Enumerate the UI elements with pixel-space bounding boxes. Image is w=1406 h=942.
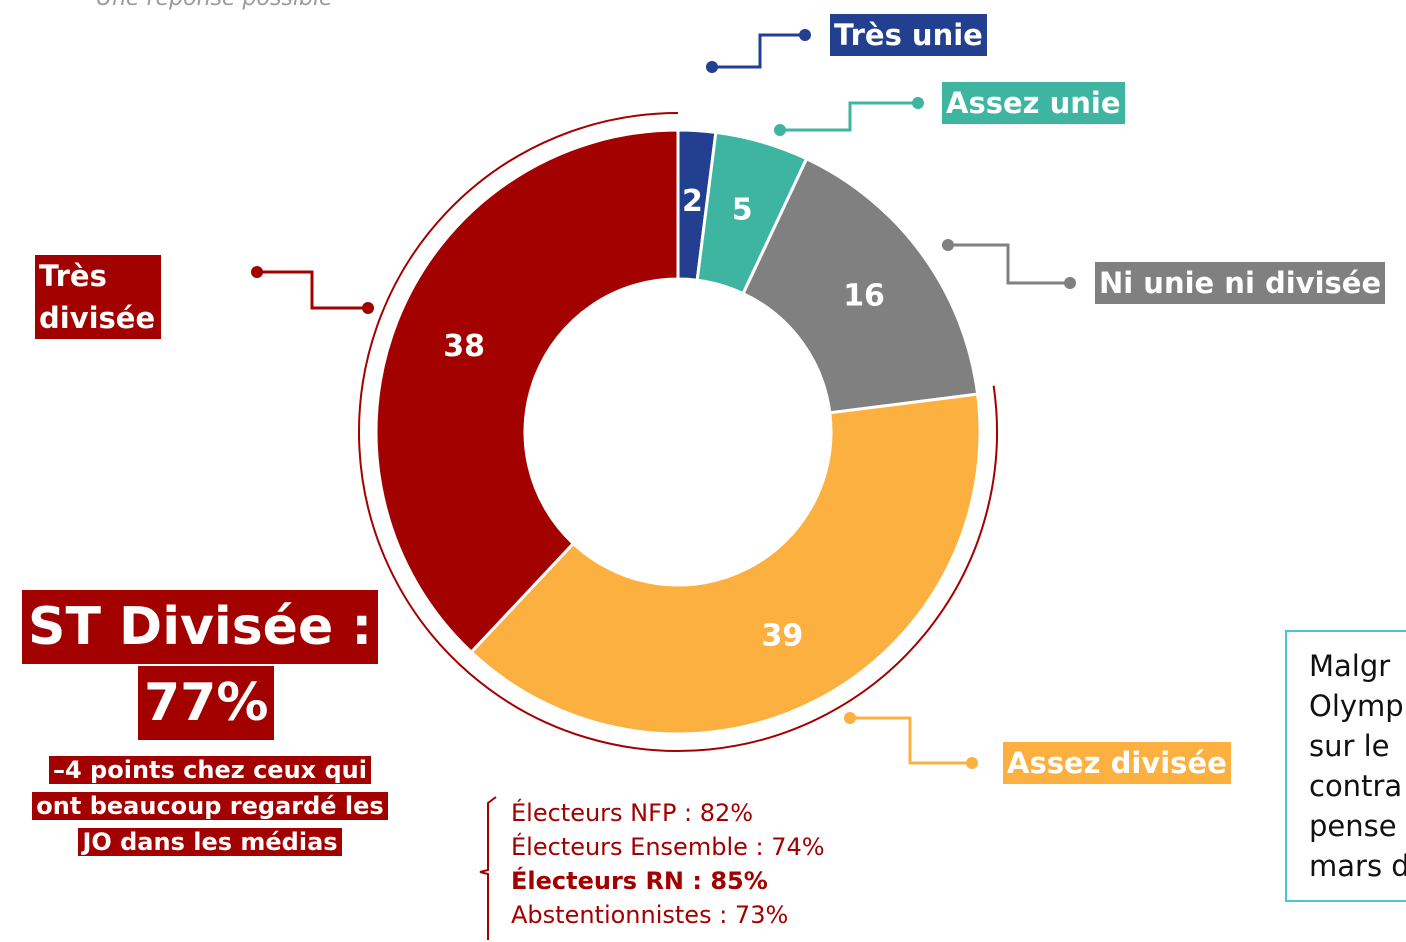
value-label: 39 — [762, 618, 804, 653]
outline-arc — [358, 112, 998, 752]
connector — [948, 243, 1070, 285]
breakdown-line: Électeurs RN : 85% — [511, 867, 768, 895]
category-label: Assez unie — [942, 82, 1125, 124]
category-label: Très unie — [830, 14, 987, 56]
note-text: –4 points chez ceux qui — [49, 756, 371, 784]
donut-segment — [374, 128, 680, 655]
note-text: JO dans les médias — [78, 828, 342, 856]
category-label: Très divisée — [35, 255, 161, 339]
value-label: 38 — [443, 329, 485, 364]
connector — [780, 101, 918, 132]
summary-label: ST Divisée : — [22, 590, 379, 664]
connector — [712, 33, 805, 69]
value-label: 2 — [682, 184, 703, 219]
value-label: 5 — [732, 193, 753, 228]
connector-dot — [912, 97, 924, 109]
side-line: contra — [1309, 769, 1403, 803]
note-text: ont beaucoup regardé les — [32, 792, 388, 820]
breakdown: Électeurs NFP : 82% Électeurs Ensemble : … — [511, 796, 825, 932]
note-line: –4 points chez ceux qui — [0, 752, 420, 788]
subtitle: Une réponse possible — [96, 0, 333, 11]
side-line: pense — [1309, 809, 1397, 843]
side-box: Malgr Olymp sur le contra pense mars d — [1285, 630, 1406, 902]
connector-dot — [251, 266, 263, 278]
category-label: Assez divisée — [1003, 742, 1231, 784]
note: –4 points chez ceux qui ont beaucoup rega… — [0, 752, 420, 860]
connector — [850, 716, 972, 765]
donut-segment — [741, 156, 980, 415]
breakdown-line: Abstentionnistes : 73% — [511, 901, 789, 929]
connector-dot — [942, 239, 954, 251]
value-label: 16 — [843, 278, 885, 313]
connector-dot — [844, 712, 856, 724]
side-line: Malgr — [1309, 649, 1391, 683]
breakdown-line: Électeurs NFP : 82% — [511, 799, 754, 827]
connector-dot — [1064, 277, 1076, 289]
side-line: sur le — [1309, 729, 1390, 763]
note-line: ont beaucoup regardé les — [0, 788, 420, 824]
breakdown-line: Électeurs Ensemble : 74% — [511, 833, 825, 861]
side-line: mars d — [1309, 849, 1406, 883]
side-line: Olymp — [1309, 689, 1404, 723]
connector-dot — [774, 124, 786, 136]
bracket — [479, 796, 497, 940]
connector-dot — [799, 29, 811, 41]
connector — [257, 270, 368, 310]
summary-value: 77% — [138, 666, 275, 740]
donut-segment — [469, 392, 982, 736]
note-line: JO dans les médias — [0, 824, 420, 860]
connector-dot — [966, 757, 978, 769]
category-label: Ni unie ni divisée — [1095, 262, 1386, 304]
connector-dot — [706, 61, 718, 73]
connector-dot — [362, 302, 374, 314]
